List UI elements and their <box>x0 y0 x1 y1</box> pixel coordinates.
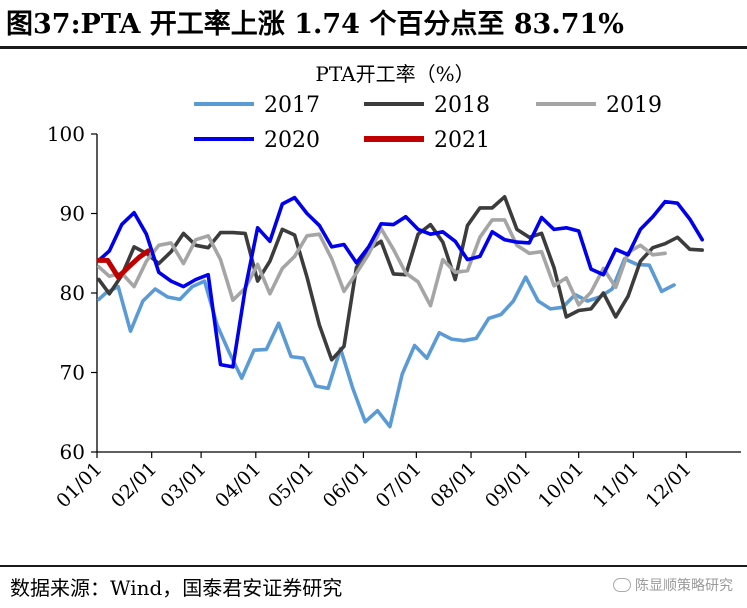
watermark: 陈显顺策略研究 <box>613 575 733 595</box>
chart-title: PTA开工率（%） <box>315 62 474 86</box>
x-tick-label: 11/01 <box>589 458 643 512</box>
watermark-label: 陈显顺策略研究 <box>635 578 733 594</box>
series-line-2018 <box>97 195 704 362</box>
x-tick-label: 03/01 <box>156 458 210 512</box>
series-line-2020 <box>97 195 704 369</box>
legend-label-2019: 2019 <box>606 93 662 118</box>
figure-title: 图37:PTA 开工率上涨 1.74 个百分点至 83.71% <box>6 9 624 40</box>
wechat-icon <box>613 578 631 592</box>
plot-lines <box>96 195 704 429</box>
y-tick-label: 70 <box>60 361 85 385</box>
y-tick-label: 80 <box>60 281 85 305</box>
legend-label-2020: 2020 <box>264 128 320 153</box>
source-note: 数据来源：Wind，国泰君安证券研究 <box>10 576 343 600</box>
y-tick-label: 100 <box>47 122 85 146</box>
legend-label-2018: 2018 <box>434 93 490 118</box>
series-line-2021 <box>96 248 151 280</box>
legend-label-2017: 2017 <box>264 93 320 118</box>
x-tick-label: 10/01 <box>534 458 588 512</box>
x-tick-label: 06/01 <box>319 458 373 512</box>
x-tick-label: 07/01 <box>372 458 426 512</box>
x-tick-label: 04/01 <box>211 458 265 512</box>
line-chart: PTA开工率（%） 2017 2018 2019 2020 2021 60 70 80 90 1… <box>47 62 741 512</box>
bottom-rule <box>0 565 747 567</box>
x-tick-label: 12/01 <box>642 458 696 512</box>
y-tick-label: 60 <box>60 440 85 464</box>
x-tick-label: 02/01 <box>107 458 161 512</box>
y-tick-label: 90 <box>60 202 85 226</box>
x-tick-label: 05/01 <box>264 458 318 512</box>
title-rule <box>0 46 747 49</box>
legend: 2017 2018 2019 2020 2021 <box>194 93 662 153</box>
legend-label-2021: 2021 <box>434 128 490 153</box>
x-tick-label: 09/01 <box>481 458 535 512</box>
series-line-2017 <box>97 257 676 429</box>
x-tick-label: 08/01 <box>426 458 480 512</box>
x-tick-label: 01/01 <box>52 458 106 512</box>
series-line-2019 <box>97 218 667 308</box>
